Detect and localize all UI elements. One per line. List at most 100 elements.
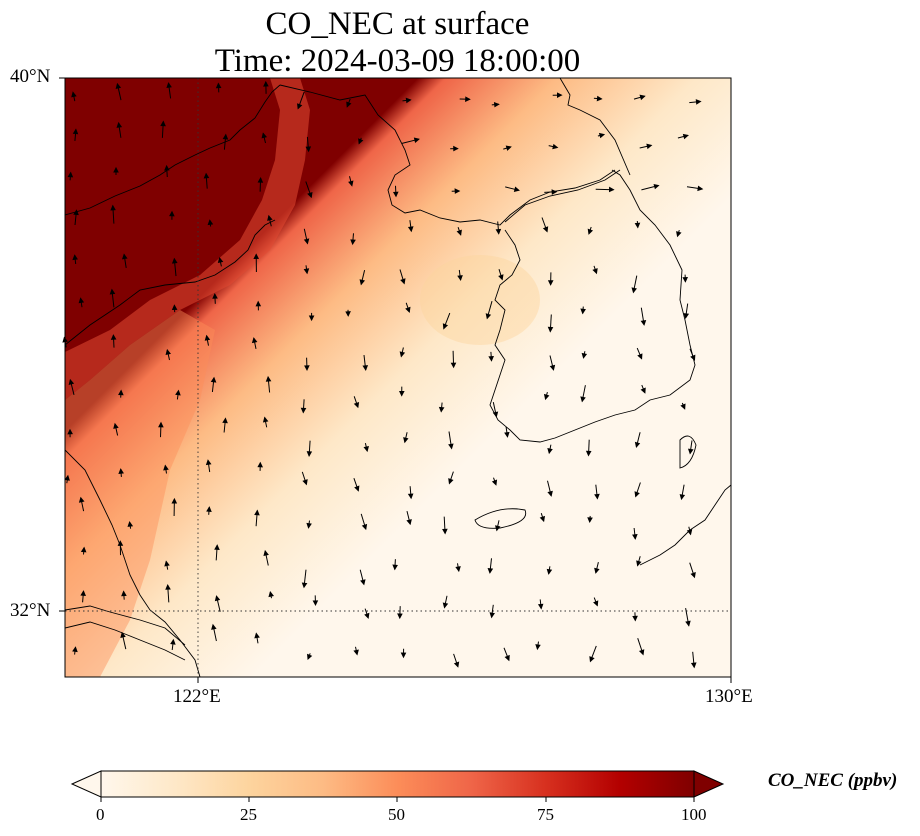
wind-vector-head bbox=[80, 546, 87, 553]
wind-vector-head bbox=[361, 523, 368, 531]
wind-vector-head bbox=[392, 191, 399, 198]
yangtze-estuary bbox=[65, 605, 186, 646]
wind-vector-head bbox=[265, 375, 272, 382]
wind-vector-head bbox=[68, 378, 75, 385]
yellow-sea-shelf-north bbox=[559, 78, 631, 176]
wind-vector-head bbox=[442, 323, 449, 330]
shandong-coast bbox=[65, 219, 276, 346]
wind-vector-head bbox=[639, 94, 646, 101]
wind-vector-head bbox=[254, 632, 260, 639]
wind-vector-head bbox=[453, 145, 459, 152]
wind-vector-head bbox=[485, 313, 492, 320]
kyushu-coast bbox=[639, 484, 731, 566]
wind-vector-head bbox=[676, 231, 682, 238]
wind-vector-head bbox=[67, 171, 74, 178]
wind-vector-head bbox=[113, 422, 119, 429]
wind-vector-head bbox=[345, 311, 351, 317]
coastlines bbox=[65, 78, 731, 677]
wind-vector-head bbox=[346, 101, 352, 108]
wind-vector-head bbox=[110, 204, 116, 211]
wind-vector-head bbox=[263, 549, 269, 556]
wind-vector-head bbox=[535, 644, 541, 651]
dprk-border bbox=[504, 169, 621, 223]
wind-vector-head bbox=[438, 406, 445, 413]
wind-vector-head bbox=[306, 451, 313, 458]
colorbar-label-75: 75 bbox=[537, 805, 554, 824]
colorbar bbox=[70, 770, 725, 802]
wind-vector-head bbox=[254, 509, 260, 516]
wind-vector-head bbox=[405, 97, 412, 104]
wind-vector-head bbox=[399, 351, 406, 358]
wind-vector-head bbox=[118, 468, 124, 474]
wind-vector-head bbox=[268, 591, 274, 598]
wind-vector-head bbox=[164, 164, 170, 171]
wind-vector-head bbox=[456, 229, 462, 236]
wind-vector-head bbox=[547, 448, 553, 455]
colorbar-low-extension bbox=[70, 770, 102, 798]
wind-vector-head bbox=[653, 183, 660, 190]
wind-vector-head bbox=[513, 186, 520, 192]
wind-vector-head bbox=[222, 133, 229, 140]
wind-vector-head bbox=[262, 416, 269, 423]
wind-vector-head bbox=[261, 132, 268, 139]
wind-vector-head bbox=[303, 238, 310, 245]
wind-vector-head bbox=[546, 568, 553, 575]
wind-vector-head bbox=[72, 646, 78, 653]
wind-vector-head bbox=[353, 401, 360, 409]
wind-vector-head bbox=[203, 172, 210, 179]
wind-vector-head bbox=[64, 474, 70, 481]
wind-vectors bbox=[62, 80, 704, 669]
wind-vector-head bbox=[632, 534, 638, 540]
lat-label-32N: 32°N bbox=[10, 600, 51, 621]
wind-vector-head bbox=[301, 582, 308, 589]
wind-vector-head bbox=[360, 579, 366, 586]
wind-vector-head bbox=[115, 82, 122, 89]
wind-vector-head bbox=[399, 391, 405, 397]
wind-vector-head bbox=[312, 600, 319, 607]
wind-vector-head bbox=[78, 297, 85, 304]
wind-vector-head bbox=[686, 529, 693, 536]
wind-vector-head bbox=[166, 82, 172, 88]
wind-vector-head bbox=[222, 417, 228, 424]
wind-vector-head bbox=[206, 506, 212, 512]
wind-vector-head bbox=[580, 396, 586, 403]
wind-vector-head bbox=[457, 275, 463, 281]
wind-vector-head bbox=[350, 239, 356, 246]
orange-band bbox=[65, 78, 310, 400]
wind-vector-head bbox=[505, 145, 512, 151]
wind-vector-head bbox=[407, 226, 414, 233]
wind-vector-head bbox=[488, 355, 494, 362]
wind-vector-head bbox=[214, 544, 220, 551]
wind-vector-head bbox=[405, 306, 411, 313]
wind-vector-head bbox=[498, 274, 504, 281]
wind-vector-head bbox=[306, 522, 312, 529]
wind-vector-head bbox=[263, 80, 269, 87]
wind-vector-head bbox=[257, 176, 264, 183]
wind-vector-head bbox=[552, 143, 559, 150]
wind-vector-head bbox=[596, 95, 603, 102]
wind-vector-head bbox=[634, 491, 640, 498]
wind-vector-head bbox=[690, 662, 697, 669]
wind-vector-head bbox=[170, 638, 176, 645]
wind-vector-head bbox=[348, 180, 354, 187]
wind-vector-head bbox=[442, 602, 449, 609]
wind-vector-head bbox=[682, 133, 690, 140]
wind-vector-head bbox=[72, 128, 79, 135]
wind-vector-head bbox=[495, 525, 501, 532]
wind-vector-head bbox=[631, 287, 637, 294]
wind-vector-head bbox=[212, 292, 218, 299]
wind-vector-head bbox=[300, 407, 307, 414]
colorbar-label-0: 0 bbox=[96, 805, 105, 824]
wind-vector-head bbox=[585, 450, 592, 457]
wind-vector-head bbox=[695, 99, 702, 105]
wind-vector-head bbox=[403, 437, 409, 444]
wind-vector-head bbox=[109, 288, 116, 295]
wind-vector-head bbox=[504, 431, 510, 438]
colorbar-label-25: 25 bbox=[240, 805, 257, 824]
wind-vector-head bbox=[397, 613, 403, 620]
wind-vector-head bbox=[73, 209, 79, 216]
lat-label-40N: 40°N bbox=[10, 66, 51, 87]
wind-vector-head bbox=[487, 568, 494, 574]
wind-vector-head bbox=[539, 515, 546, 523]
